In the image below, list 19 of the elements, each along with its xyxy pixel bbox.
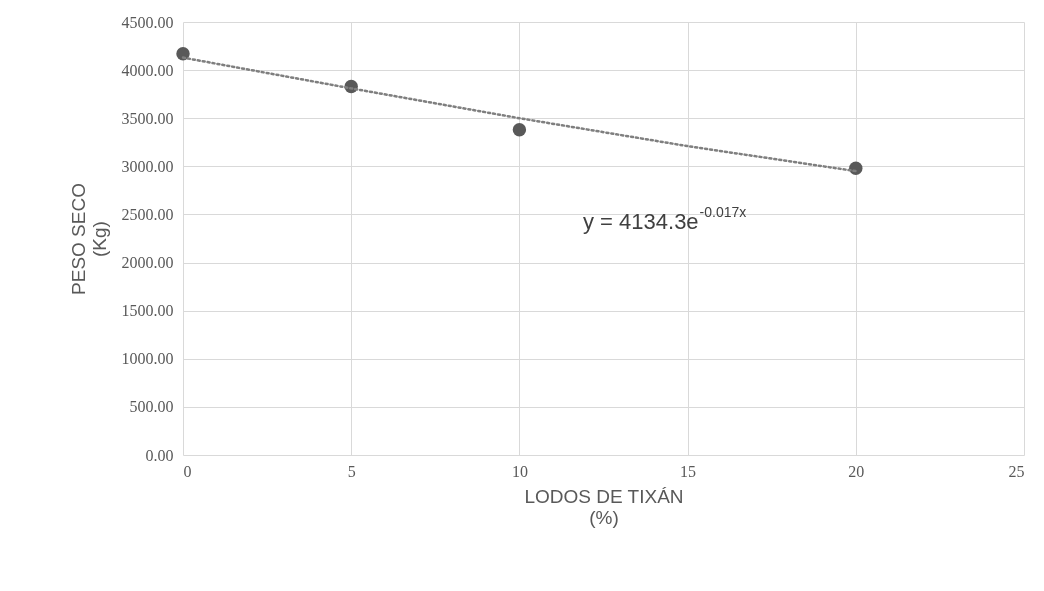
y-tick-label: 1000.00 (121, 350, 174, 368)
x-axis-title: LODOS DE TIXÁN (%) (524, 485, 684, 528)
x-tick-label: 0 (183, 462, 192, 480)
x-tick-label: 5 (347, 462, 356, 480)
point (512, 123, 527, 137)
y-tick-label: 1500.00 (121, 302, 174, 320)
y-tick-label: 2500.00 (121, 205, 174, 223)
y-tick-label: 500.00 (129, 398, 174, 416)
y-tick-label: 2000.00 (121, 254, 174, 272)
y-tick-label: 3000.00 (121, 157, 174, 175)
y-axis-title: PESO SECO (Kg) (67, 183, 110, 295)
x-tick-label: 10 (511, 462, 528, 480)
y-tick-label: 4000.00 (121, 61, 174, 79)
x-tick-label: 15 (680, 462, 697, 480)
x-tick-label: 20 (848, 462, 865, 480)
y-tick-label: 4500.00 (121, 13, 174, 31)
x-tick-label: 25 (1008, 462, 1025, 480)
y-tick-label: 3500.00 (121, 109, 174, 127)
y-tick-label: 0.00 (145, 446, 174, 464)
